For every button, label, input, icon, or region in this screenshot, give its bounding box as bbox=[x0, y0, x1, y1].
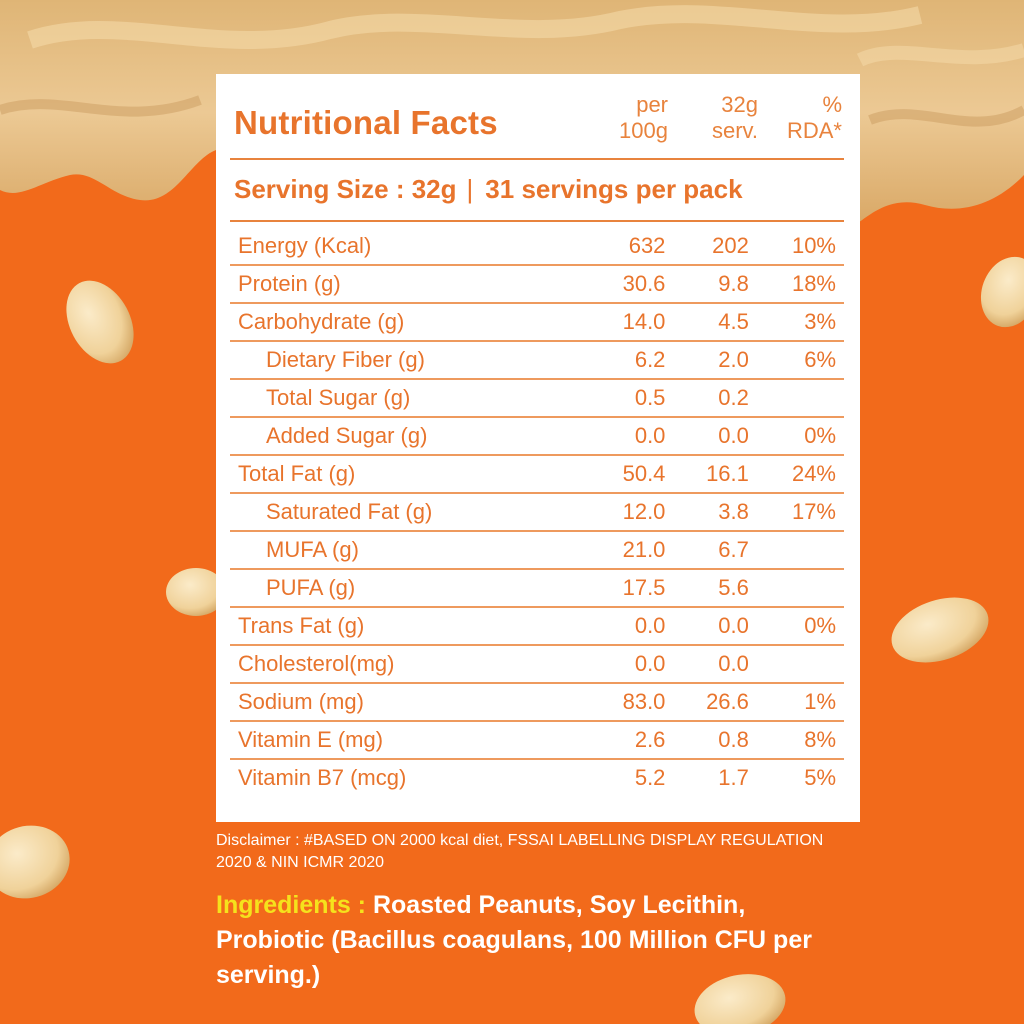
nutrient-name: Total Fat (g) bbox=[230, 455, 574, 494]
table-row: Sodium (mg) 83.0 26.6 1% bbox=[230, 683, 844, 722]
per-100g-value: 0.0 bbox=[573, 417, 666, 456]
per-100g-value: 2.6 bbox=[573, 721, 666, 760]
servings-per-pack: 31 servings per pack bbox=[485, 174, 743, 204]
per-100g-value: 83.0 bbox=[573, 683, 666, 722]
per-serving-value: 6.7 bbox=[665, 531, 749, 570]
rda-value: 0% bbox=[748, 607, 844, 646]
table-row: Total Fat (g) 50.4 16.1 24% bbox=[230, 455, 844, 494]
per-100g-value: 6.2 bbox=[573, 341, 666, 380]
rda-value: 5% bbox=[804, 765, 836, 790]
rda-value: 17% bbox=[748, 493, 844, 532]
per-100g-value: 12.0 bbox=[573, 493, 666, 532]
nutrient-name: Energy (Kcal) bbox=[230, 228, 574, 266]
rda-value bbox=[748, 379, 844, 418]
rda-value: 1% bbox=[748, 683, 844, 722]
per-100g-value: 0.5 bbox=[573, 379, 666, 418]
peanut-icon bbox=[66, 280, 134, 364]
per-serving-value: 1.7 bbox=[718, 765, 749, 790]
per-serving-value: 2.0 bbox=[665, 341, 749, 380]
rda-value: 6% bbox=[748, 341, 844, 380]
per-serving-value: 0.0 bbox=[665, 645, 749, 684]
serving-info: Serving Size : 32g | 31 servings per pack bbox=[230, 160, 844, 222]
rda-value: 10% bbox=[748, 228, 844, 266]
per-serving-value: 0.0 bbox=[665, 417, 749, 456]
per-100g-value: 632 bbox=[573, 228, 666, 266]
ingredients-label: Ingredients : bbox=[216, 891, 373, 919]
table-row: Added Sugar (g) 0.0 0.0 0% bbox=[230, 417, 844, 456]
nutrient-name: Total Sugar (g) bbox=[230, 379, 574, 418]
per-100g-value: 50.4 bbox=[573, 455, 666, 494]
rda-value bbox=[748, 645, 844, 684]
table-row: Trans Fat (g) 0.0 0.0 0% bbox=[230, 607, 844, 646]
per-serving-value: 3.8 bbox=[665, 493, 749, 532]
per-serving-value: 0.0 bbox=[665, 607, 749, 646]
per-serving-value: 5.6 bbox=[665, 569, 749, 608]
nutrient-name: Dietary Fiber (g) bbox=[230, 341, 574, 380]
column-header-per-100g: per 100g bbox=[619, 92, 668, 143]
rda-value: 8% bbox=[748, 721, 844, 760]
table-row: Carbohydrate (g) 14.0 4.5 3% bbox=[230, 303, 844, 342]
peanut-icon bbox=[891, 597, 989, 663]
per-100g-value: 0.0 bbox=[573, 645, 666, 684]
per-100g-value: 0.0 bbox=[573, 607, 666, 646]
per-serving-value: 0.2 bbox=[665, 379, 749, 418]
rda-value: 0% bbox=[748, 417, 844, 456]
nutrient-name: Trans Fat (g) bbox=[230, 607, 574, 646]
table-row: Cholesterol(mg) 0.0 0.0 bbox=[230, 645, 844, 684]
serving-separator: | bbox=[466, 174, 474, 204]
table-row: Saturated Fat (g) 12.0 3.8 17% bbox=[230, 493, 844, 532]
per-100g-value: 14.0 bbox=[573, 303, 666, 342]
peanut-icon bbox=[0, 825, 70, 899]
table-row: Dietary Fiber (g) 6.2 2.0 6% bbox=[230, 341, 844, 380]
disclaimer-text: Disclaimer : #BASED ON 2000 kcal diet, F… bbox=[216, 832, 824, 871]
peanut-icon bbox=[694, 974, 786, 1024]
table-row: Protein (g) 30.6 9.8 18% bbox=[230, 265, 844, 304]
table-row: Total Sugar (g) 0.5 0.2 bbox=[230, 379, 844, 418]
nutrient-name: Saturated Fat (g) bbox=[230, 493, 574, 532]
nutrition-header: Nutritional Facts per 100g 32g serv. % R… bbox=[230, 74, 844, 160]
rda-value bbox=[748, 531, 844, 570]
nutrient-name: Sodium (mg) bbox=[230, 683, 574, 722]
table-row: Vitamin B7 (mcg) 5.2 1.7 5% bbox=[230, 759, 844, 796]
per-100g-value: 21.0 bbox=[573, 531, 666, 570]
nutrition-title: Nutritional Facts bbox=[234, 104, 498, 141]
nutrient-name: Vitamin B7 (mcg) bbox=[238, 765, 407, 790]
per-100g-value: 30.6 bbox=[573, 265, 666, 304]
column-header-rda: % RDA* bbox=[786, 92, 842, 143]
serving-size: Serving Size : 32g bbox=[234, 174, 457, 204]
nutrient-name: Protein (g) bbox=[230, 265, 574, 304]
table-row: Vitamin E (mg) 2.6 0.8 8% bbox=[230, 721, 844, 760]
nutrient-name: PUFA (g) bbox=[230, 569, 574, 608]
nutrient-name: Cholesterol(mg) bbox=[230, 645, 574, 684]
per-serving-value: 4.5 bbox=[665, 303, 749, 342]
nutrition-facts-panel: Nutritional Facts per 100g 32g serv. % R… bbox=[216, 74, 860, 822]
peanut-icon bbox=[980, 256, 1024, 328]
rda-value: 18% bbox=[748, 265, 844, 304]
column-header-per-serving: 32g serv. bbox=[711, 92, 758, 143]
nutrient-name: MUFA (g) bbox=[230, 531, 574, 570]
rda-value: 3% bbox=[748, 303, 844, 342]
per-100g-value: 17.5 bbox=[573, 569, 666, 608]
nutrient-name: Vitamin E (mg) bbox=[230, 721, 574, 760]
per-serving-value: 202 bbox=[665, 228, 749, 266]
per-serving-value: 26.6 bbox=[665, 683, 749, 722]
nutrient-name: Carbohydrate (g) bbox=[230, 303, 574, 342]
table-row: Energy (Kcal) 632 202 10% bbox=[230, 228, 844, 266]
per-serving-value: 9.8 bbox=[665, 265, 749, 304]
peanut-icon bbox=[166, 568, 226, 616]
nutrition-table: Energy (Kcal) 632 202 10% Protein (g) 30.6 9.8… bbox=[230, 228, 844, 796]
per-serving-value: 16.1 bbox=[665, 455, 749, 494]
peanut-butter-swirl bbox=[0, 0, 1024, 225]
table-row: PUFA (g) 17.5 5.6 bbox=[230, 569, 844, 608]
rda-value: 24% bbox=[748, 455, 844, 494]
nutrient-name: Added Sugar (g) bbox=[230, 417, 574, 456]
rda-value bbox=[748, 569, 844, 608]
per-serving-value: 0.8 bbox=[665, 721, 749, 760]
table-row: MUFA (g) 21.0 6.7 bbox=[230, 531, 844, 570]
ingredients-text: Ingredients : Roasted Peanuts, Soy Lecit… bbox=[216, 888, 856, 993]
ingredients-list: Roasted Peanuts, Soy Lecithin, Probiotic… bbox=[216, 891, 812, 989]
per-100g-value: 5.2 bbox=[634, 765, 666, 790]
